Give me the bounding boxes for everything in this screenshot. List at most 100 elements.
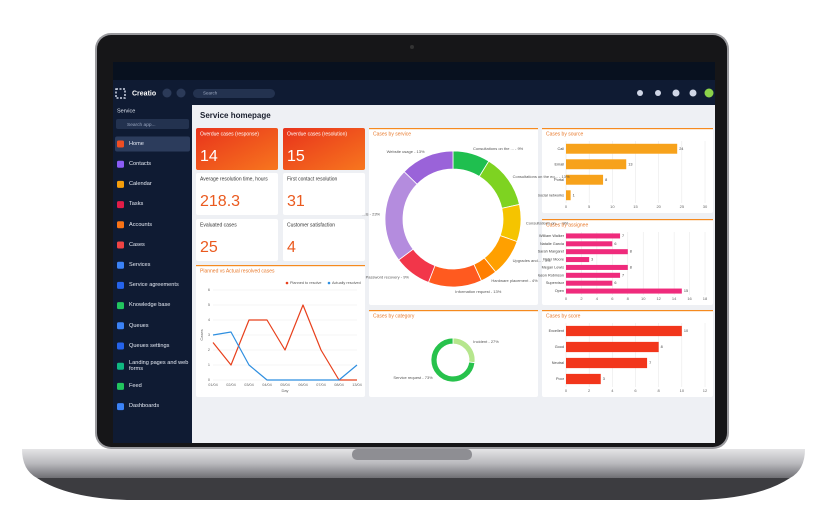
bar bbox=[566, 249, 628, 255]
category-label: Social networks bbox=[537, 193, 564, 197]
value-label: 3 bbox=[603, 377, 605, 381]
menu-item[interactable]: Accounts bbox=[129, 218, 189, 232]
card-accent bbox=[542, 128, 713, 130]
menu-item-label[interactable]: Dashboards bbox=[129, 403, 160, 410]
menu-item-label[interactable]: Feed bbox=[129, 383, 142, 390]
bar bbox=[566, 190, 571, 201]
segment-label: Information request - 13% bbox=[455, 289, 501, 294]
menu-item[interactable]: Calendar bbox=[129, 177, 189, 191]
x-tick-label: 0 bbox=[565, 388, 568, 393]
kpi-label: First contact resolution bbox=[287, 176, 338, 182]
category-label: Call bbox=[557, 147, 564, 151]
menu-item-label[interactable]: Service agreements bbox=[129, 282, 179, 289]
menu-item[interactable]: Knowledge base bbox=[129, 299, 189, 313]
x-tick-label: 25 bbox=[680, 204, 685, 209]
card-accent bbox=[196, 265, 365, 267]
menu-item[interactable]: Contacts bbox=[129, 157, 189, 171]
category-label: Good bbox=[555, 345, 564, 349]
menu-item[interactable]: Dashboards bbox=[129, 400, 189, 414]
menu-item-label[interactable]: Home bbox=[129, 140, 144, 147]
menu-item-label[interactable]: Contacts bbox=[129, 160, 152, 167]
value-label: 8 bbox=[661, 345, 663, 349]
x-tick-label: 4 bbox=[611, 388, 614, 393]
value-label: 7 bbox=[649, 361, 651, 365]
y-tick-label: 5 bbox=[208, 303, 210, 307]
legend-label: Planned to resolve bbox=[290, 281, 321, 285]
menu-item[interactable]: Feed bbox=[129, 379, 189, 393]
apps-icon[interactable] bbox=[637, 90, 643, 96]
category-label: Megan Lewis bbox=[542, 265, 564, 269]
menu-item[interactable]: Home bbox=[129, 137, 189, 151]
app-grid[interactable] bbox=[115, 88, 126, 99]
kpi-tile bbox=[196, 128, 278, 170]
help-icon[interactable] bbox=[672, 89, 680, 97]
x-tick-label: 12 bbox=[703, 388, 708, 393]
menu-item-label[interactable]: Landing pages and web forms bbox=[129, 359, 189, 373]
menu-item-label[interactable]: Calendar bbox=[129, 181, 152, 188]
segment-label: Consultations on... - 9% bbox=[526, 221, 569, 226]
menu-item-label[interactable]: Accounts bbox=[129, 221, 153, 228]
notch bbox=[352, 449, 472, 460]
x-tick-label: 8 bbox=[627, 296, 630, 301]
menu-icon bbox=[117, 261, 124, 269]
menu-item-label[interactable]: Tasks bbox=[129, 201, 144, 208]
page-title: Service homepage bbox=[200, 111, 271, 120]
x-tick-label: 18 bbox=[703, 296, 708, 301]
kpi-value: 14 bbox=[200, 148, 218, 165]
menu-item-label[interactable]: Queues settings bbox=[129, 342, 170, 349]
x-tick-label: 5 bbox=[588, 204, 591, 209]
menu-item[interactable]: Queues bbox=[129, 319, 189, 333]
x-tick-label: 06/04 bbox=[298, 383, 308, 387]
logo: Creatio bbox=[132, 90, 156, 97]
avatar[interactable] bbox=[704, 88, 714, 98]
add-button[interactable] bbox=[176, 88, 186, 98]
search-placeholder: Search bbox=[203, 91, 218, 96]
y-tick-label: 4 bbox=[208, 318, 210, 322]
x-tick-label: 0 bbox=[565, 296, 568, 301]
sidebar-title: Service bbox=[117, 108, 135, 114]
bar bbox=[566, 288, 682, 294]
x-tick-label: 0 bbox=[565, 204, 568, 209]
category-label: Open bbox=[555, 289, 564, 293]
card-accent bbox=[369, 128, 538, 130]
category-label: Email bbox=[555, 162, 565, 166]
menu-item[interactable]: Tasks bbox=[129, 198, 189, 212]
play-button[interactable] bbox=[162, 88, 172, 98]
bar bbox=[566, 143, 678, 154]
menu-item[interactable]: Service agreements bbox=[129, 278, 189, 292]
x-tick-label: 4 bbox=[596, 296, 599, 301]
category-label: Sarah Margaret bbox=[538, 250, 565, 254]
menu-item[interactable]: Landing pages and web forms bbox=[129, 359, 189, 373]
menu-item-label[interactable]: Services bbox=[129, 261, 151, 268]
kpi-value: 15 bbox=[287, 148, 305, 165]
menu-item-label[interactable]: Queues bbox=[129, 322, 149, 329]
kpi-label: Evaluated cases bbox=[200, 222, 237, 228]
sidebar-search[interactable] bbox=[116, 119, 189, 129]
search-box[interactable] bbox=[193, 89, 275, 98]
menu-item[interactable]: Cases bbox=[129, 238, 189, 252]
menu-item[interactable]: Services bbox=[129, 258, 189, 272]
donut-card bbox=[369, 310, 538, 397]
menu-icon bbox=[117, 221, 124, 229]
x-tick-label: 14 bbox=[672, 296, 677, 301]
bar bbox=[566, 159, 627, 170]
donut-segment bbox=[403, 150, 454, 185]
bar bbox=[566, 233, 621, 239]
kpi-label: Overdue cases (resolution) bbox=[287, 131, 347, 137]
settings-icon[interactable] bbox=[689, 89, 697, 97]
menu-item[interactable]: Queues settings bbox=[129, 339, 189, 353]
donut-segment bbox=[430, 337, 476, 383]
value-label: 10 bbox=[684, 329, 688, 333]
menu-item-label[interactable]: Knowledge base bbox=[129, 302, 171, 309]
bell-icon[interactable] bbox=[655, 90, 661, 96]
card-title: Cases by service bbox=[373, 131, 411, 137]
value-label: 8 bbox=[630, 250, 632, 254]
donut-segment bbox=[499, 203, 522, 243]
menu-item-label[interactable]: Cases bbox=[129, 241, 145, 248]
legend-marker bbox=[327, 281, 331, 285]
x-tick-label: 30 bbox=[703, 204, 708, 209]
kpi-tile bbox=[283, 219, 365, 261]
kpi-value: 25 bbox=[200, 239, 218, 256]
x-tick-label: 08/04 bbox=[334, 383, 344, 387]
